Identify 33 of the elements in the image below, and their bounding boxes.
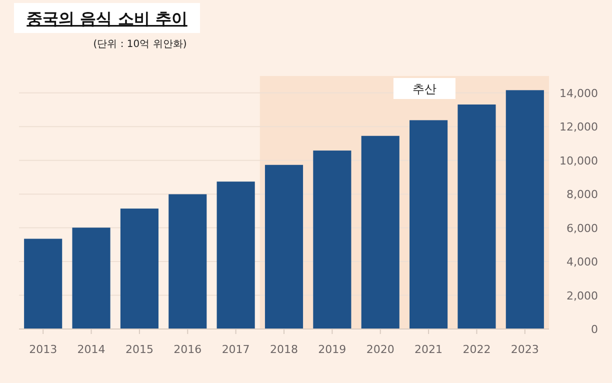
y-tick-label: 8,000: [566, 188, 598, 202]
x-tick-label: 2016: [174, 343, 202, 356]
y-tick-label: 2,000: [566, 289, 598, 302]
bar: [458, 104, 496, 329]
bar: [120, 208, 158, 329]
band-label: 추산: [412, 82, 436, 96]
x-tick-label: 2017: [222, 343, 250, 356]
x-tick-label: 2023: [510, 343, 539, 356]
y-tick-label: 0: [591, 323, 598, 336]
bar: [313, 150, 352, 329]
bar: [168, 194, 207, 329]
x-tick-label: 2022: [462, 343, 491, 356]
x-tick-label: 2020: [366, 343, 394, 356]
bar: [24, 238, 62, 329]
y-tick-label: 4,000: [566, 256, 598, 269]
bar: [264, 164, 304, 329]
x-tick-label: 2018: [270, 343, 298, 356]
bar: [361, 136, 400, 329]
x-tick-label: 2014: [77, 343, 106, 356]
bar: [216, 182, 255, 329]
x-tick-label: 2019: [318, 343, 346, 356]
x-tick-label: 2021: [414, 343, 443, 356]
x-tick-label: 2013: [29, 343, 58, 356]
bar: [410, 120, 448, 329]
chart-title: 중국의 음식 소비 추이: [26, 9, 188, 28]
y-tick-label: 6,000: [566, 222, 598, 235]
bar: [72, 228, 110, 329]
y-tick-label: 14,000: [560, 86, 598, 100]
chart-subtitle: (단위 : 10억 위안화): [93, 39, 187, 50]
y-tick-label: 12,000: [560, 120, 598, 134]
bar: [506, 90, 544, 329]
x-tick-label: 2015: [125, 343, 154, 356]
y-tick-label: 10,000: [560, 154, 598, 168]
